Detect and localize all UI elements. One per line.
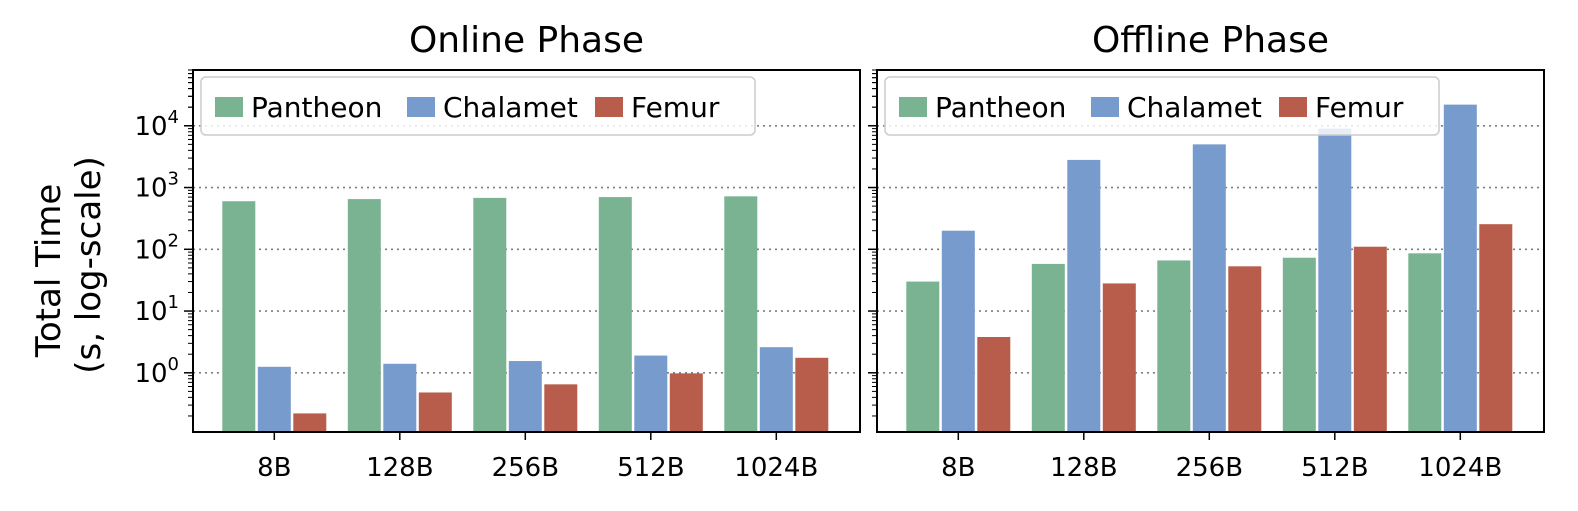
- bar-chalamet-128b: [1067, 159, 1101, 432]
- bar-chalamet-8b: [941, 230, 975, 432]
- legend-label-pantheon: Pantheon: [935, 91, 1066, 124]
- legend-label-chalamet: Chalamet: [1127, 91, 1262, 124]
- bar-femur-1024b: [795, 357, 829, 432]
- y-tick-label: 101: [134, 292, 179, 327]
- bar-pantheon-8b: [906, 281, 940, 432]
- legend-swatch-femur: [1279, 97, 1307, 117]
- x-tick-label-1024b: 1024B: [734, 453, 818, 483]
- online-phase-title: Online Phase: [409, 20, 644, 61]
- bar-femur-1024b: [1479, 224, 1513, 432]
- bar-chalamet-256b: [1192, 144, 1226, 432]
- legend-label-femur: Femur: [1315, 91, 1404, 124]
- bar-pantheon-128b: [347, 199, 381, 432]
- y-tick-label: 103: [134, 169, 179, 204]
- y-axis-label: Total Time (s, log-scale): [29, 156, 109, 374]
- bar-chalamet-512b: [1318, 128, 1352, 432]
- x-tick-label-512b: 512B: [1301, 453, 1368, 483]
- x-tick-label-256b: 256B: [1176, 453, 1243, 483]
- legend-label-femur: Femur: [631, 91, 720, 124]
- legend-box: [884, 76, 1440, 136]
- plot-frame: [192, 69, 861, 433]
- legend-label-pantheon: Pantheon: [251, 91, 382, 124]
- y-axis-label-line-2: (s, log-scale): [69, 156, 109, 374]
- y-tick-label: 100: [134, 354, 179, 389]
- bar-femur-8b: [293, 413, 327, 432]
- offline-phase-panel: Offline Phase 8B 128B 256B 512B 1024B Pantheon…: [868, 20, 1545, 483]
- bar-pantheon-512b: [1282, 257, 1316, 432]
- bar-chalamet-256b: [508, 361, 542, 432]
- bar-femur-512b: [1353, 246, 1387, 432]
- legend-swatch-pantheon: [899, 97, 927, 117]
- bar-pantheon-128b: [1031, 263, 1065, 432]
- plot-frame: [876, 69, 1545, 433]
- bar-femur-256b: [544, 384, 578, 432]
- legend-box: [200, 76, 756, 136]
- bar-pantheon-256b: [473, 197, 507, 432]
- bar-femur-128b: [1102, 283, 1136, 432]
- bar-femur-256b: [1228, 266, 1262, 432]
- bar-chalamet-8b: [257, 366, 291, 432]
- y-axis-label-line-1: Total Time: [29, 184, 69, 358]
- bar-chalamet-512b: [634, 355, 668, 432]
- x-tick-label-128b: 128B: [366, 453, 433, 483]
- legend-swatch-chalamet: [407, 97, 435, 117]
- bar-pantheon-1024b: [1408, 253, 1442, 432]
- y-tick-label: 104: [134, 107, 179, 142]
- legend-label-chalamet: Chalamet: [443, 91, 578, 124]
- bar-pantheon-8b: [222, 201, 256, 432]
- x-tick-label-256b: 256B: [492, 453, 559, 483]
- x-tick-label-512b: 512B: [617, 453, 684, 483]
- bar-chalamet-128b: [383, 363, 417, 432]
- y-tick-label: 102: [134, 230, 179, 265]
- x-tick-label-8b: 8B: [257, 453, 291, 483]
- bar-chalamet-1024b: [1443, 104, 1477, 432]
- bar-pantheon-512b: [598, 197, 632, 432]
- legend-swatch-femur: [595, 97, 623, 117]
- legend-swatch-chalamet: [1091, 97, 1119, 117]
- online-phase-panel: Online Phase 8B 128B 256B 512B 1024B 100 101 102…: [134, 20, 861, 483]
- bar-pantheon-1024b: [724, 196, 758, 432]
- bar-pantheon-256b: [1157, 260, 1191, 432]
- bar-femur-8b: [977, 336, 1011, 432]
- x-tick-label-8b: 8B: [941, 453, 975, 483]
- legend-swatch-pantheon: [215, 97, 243, 117]
- offline-phase-title: Offline Phase: [1092, 20, 1329, 61]
- bar-femur-128b: [418, 392, 452, 432]
- bar-chalamet-1024b: [759, 347, 793, 432]
- x-tick-label-128b: 128B: [1050, 453, 1117, 483]
- bar-femur-512b: [669, 373, 703, 432]
- x-tick-label-1024b: 1024B: [1418, 453, 1502, 483]
